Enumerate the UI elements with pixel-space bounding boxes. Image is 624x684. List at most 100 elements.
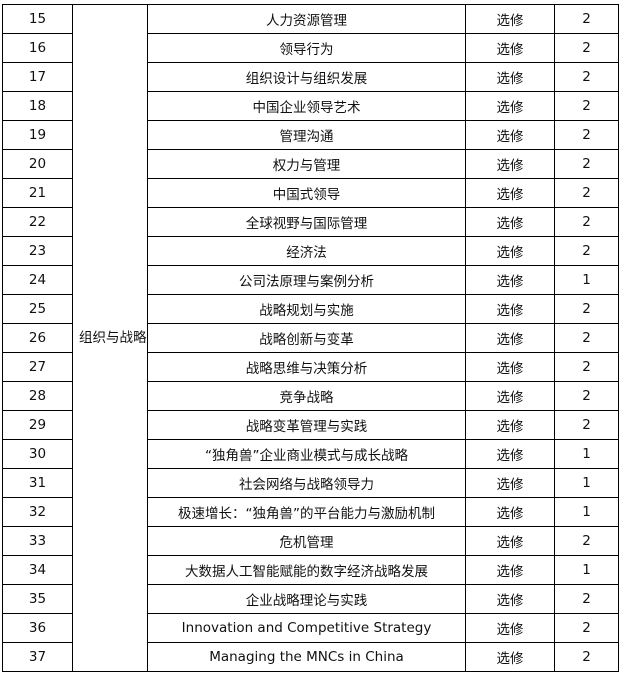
row-number: 26 xyxy=(2,323,73,353)
course-credits: 2 xyxy=(554,294,619,324)
course-name: 中国式领导 xyxy=(147,178,466,208)
table-row: 21 中国式领导 选修 2 xyxy=(2,178,619,208)
course-type: 选修 xyxy=(465,410,555,440)
course-name: 危机管理 xyxy=(147,526,466,556)
course-credits: 2 xyxy=(554,91,619,121)
row-number: 23 xyxy=(2,236,73,266)
row-number: 22 xyxy=(2,207,73,237)
table-row: 16 领导行为 选修 2 xyxy=(2,33,619,63)
course-credits: 1 xyxy=(554,497,619,527)
table-row: 36 Innovation and Competitive Strategy 选修 2 xyxy=(2,613,619,643)
row-number: 36 xyxy=(2,613,73,643)
course-type: 选修 xyxy=(465,352,555,382)
row-number: 20 xyxy=(2,149,73,179)
course-name: Innovation and Competitive Strategy xyxy=(147,613,466,643)
course-type: 选修 xyxy=(465,584,555,614)
category-cell: 组织与战略 xyxy=(72,4,148,672)
row-number: 17 xyxy=(2,62,73,92)
table-row: 15 组织与战略 人力资源管理 选修 2 xyxy=(2,4,619,672)
table-row: 35 企业战略理论与实践 选修 2 xyxy=(2,584,619,614)
course-credits: 2 xyxy=(554,149,619,179)
row-number: 29 xyxy=(2,410,73,440)
course-name: “独角兽”企业商业模式与成长战略 xyxy=(147,439,466,469)
course-credits: 2 xyxy=(554,584,619,614)
course-name: 竞争战略 xyxy=(147,381,466,411)
course-name: 战略思维与决策分析 xyxy=(147,352,466,382)
course-credits: 1 xyxy=(554,265,619,295)
row-number: 25 xyxy=(2,294,73,324)
course-name: Managing the MNCs in China xyxy=(147,642,466,672)
course-name: 战略规划与实施 xyxy=(147,294,466,324)
table-row: 19 管理沟通 选修 2 xyxy=(2,120,619,150)
course-type: 选修 xyxy=(465,265,555,295)
row-number: 31 xyxy=(2,468,73,498)
course-type: 选修 xyxy=(465,294,555,324)
table-row: 34 大数据人工智能赋能的数字经济战略发展 选修 1 xyxy=(2,555,619,585)
course-credits: 2 xyxy=(554,207,619,237)
course-credits: 2 xyxy=(554,526,619,556)
course-type: 选修 xyxy=(465,642,555,672)
row-number: 37 xyxy=(2,642,73,672)
course-type: 选修 xyxy=(465,468,555,498)
row-number: 15 xyxy=(2,4,73,34)
course-name: 管理沟通 xyxy=(147,120,466,150)
course-name: 人力资源管理 xyxy=(147,4,466,34)
course-type: 选修 xyxy=(465,497,555,527)
course-name: 全球视野与国际管理 xyxy=(147,207,466,237)
course-type: 选修 xyxy=(465,4,555,34)
course-name: 战略变革管理与实践 xyxy=(147,410,466,440)
course-type: 选修 xyxy=(465,323,555,353)
course-credits: 2 xyxy=(554,236,619,266)
course-name: 企业战略理论与实践 xyxy=(147,584,466,614)
course-type: 选修 xyxy=(465,381,555,411)
course-table: 15 组织与战略 人力资源管理 选修 2 16 领导行为 选修 2 17 组织设计与组织发展 选修 2 1… xyxy=(2,4,619,672)
course-credits: 2 xyxy=(554,4,619,34)
course-type: 选修 xyxy=(465,91,555,121)
course-credits: 2 xyxy=(554,33,619,63)
row-number: 21 xyxy=(2,178,73,208)
row-number: 27 xyxy=(2,352,73,382)
course-credits: 1 xyxy=(554,468,619,498)
course-type: 选修 xyxy=(465,120,555,150)
course-credits: 2 xyxy=(554,352,619,382)
course-name: 权力与管理 xyxy=(147,149,466,179)
table-row: 20 权力与管理 选修 2 xyxy=(2,149,619,179)
course-name: 战略创新与变革 xyxy=(147,323,466,353)
course-credits: 2 xyxy=(554,178,619,208)
course-credits: 2 xyxy=(554,642,619,672)
table-row: 29 战略变革管理与实践 选修 2 xyxy=(2,410,619,440)
row-number: 19 xyxy=(2,120,73,150)
course-type: 选修 xyxy=(465,613,555,643)
table-row: 37 Managing the MNCs in China 选修 2 xyxy=(2,642,619,672)
course-type: 选修 xyxy=(465,149,555,179)
table-row: 24 公司法原理与案例分析 选修 1 xyxy=(2,265,619,295)
row-number: 16 xyxy=(2,33,73,63)
course-type: 选修 xyxy=(465,33,555,63)
table-row: 17 组织设计与组织发展 选修 2 xyxy=(2,62,619,92)
course-name: 极速增长：“独角兽”的平台能力与激励机制 xyxy=(147,497,466,527)
table-row: 33 危机管理 选修 2 xyxy=(2,526,619,556)
course-type: 选修 xyxy=(465,439,555,469)
course-type: 选修 xyxy=(465,207,555,237)
course-type: 选修 xyxy=(465,178,555,208)
course-credits: 2 xyxy=(554,62,619,92)
course-type: 选修 xyxy=(465,236,555,266)
row-number: 24 xyxy=(2,265,73,295)
course-name: 中国企业领导艺术 xyxy=(147,91,466,121)
row-number: 18 xyxy=(2,91,73,121)
course-name: 社会网络与战略领导力 xyxy=(147,468,466,498)
course-type: 选修 xyxy=(465,555,555,585)
table-row: 22 全球视野与国际管理 选修 2 xyxy=(2,207,619,237)
course-credits: 1 xyxy=(554,439,619,469)
row-number: 33 xyxy=(2,526,73,556)
table-row: 18 中国企业领导艺术 选修 2 xyxy=(2,91,619,121)
course-name: 公司法原理与案例分析 xyxy=(147,265,466,295)
course-credits: 2 xyxy=(554,120,619,150)
course-name: 领导行为 xyxy=(147,33,466,63)
row-number: 32 xyxy=(2,497,73,527)
course-name: 经济法 xyxy=(147,236,466,266)
course-credits: 1 xyxy=(554,555,619,585)
row-number: 34 xyxy=(2,555,73,585)
row-number: 35 xyxy=(2,584,73,614)
row-number: 30 xyxy=(2,439,73,469)
